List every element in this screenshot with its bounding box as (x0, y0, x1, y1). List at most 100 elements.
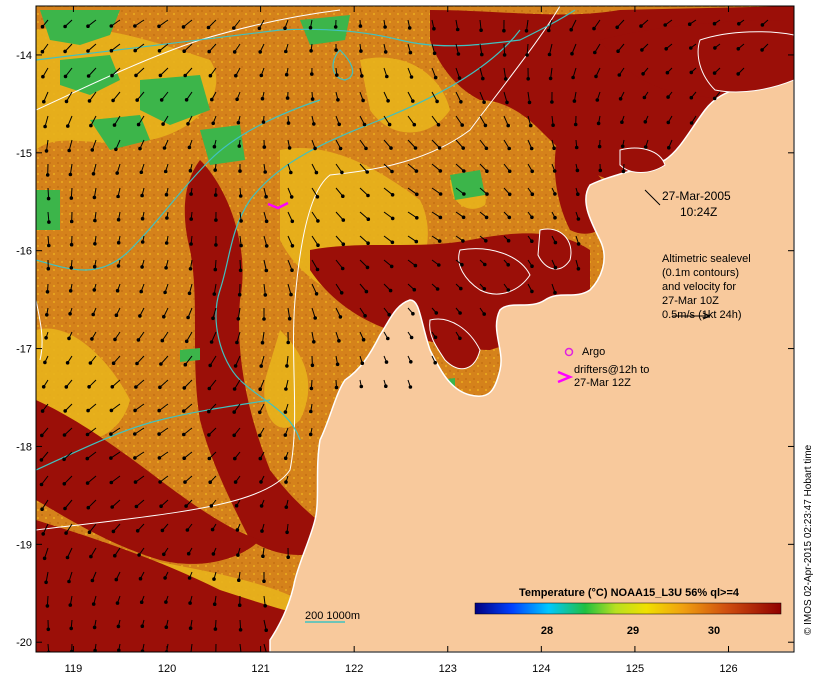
velocity-arrow (66, 91, 73, 102)
velocity-arrow-head (258, 50, 263, 54)
velocity-arrow-head (207, 433, 211, 437)
velocity-arrow (44, 547, 49, 559)
velocity-arrow-head (388, 288, 393, 293)
velocity-arrow-head (553, 192, 557, 196)
velocity-arrow (235, 355, 241, 367)
velocity-arrow-head (620, 144, 625, 149)
velocity-arrow-head (68, 172, 73, 177)
velocity-arrow-head (259, 480, 263, 484)
velocity-arrow-head (433, 360, 438, 365)
velocity-arrow-head (530, 289, 534, 294)
velocity-arrow-head (92, 625, 97, 630)
velocity-arrow-head (93, 648, 97, 652)
velocity-arrow-head (207, 409, 211, 414)
velocity-arrow-head (432, 26, 436, 31)
velocity-arrow-head (69, 266, 74, 270)
velocity-arrow-head (139, 170, 144, 175)
velocity-arrow-head (92, 264, 97, 269)
velocity-arrow-head (134, 73, 138, 78)
velocity-arrow-head (239, 243, 243, 248)
lat-tick-label: -18 (16, 441, 32, 453)
velocity-arrow-head (42, 99, 46, 104)
velocity-arrow-head (364, 146, 368, 151)
velocity-arrow-head (553, 240, 558, 245)
velocity-arrow-head (284, 49, 288, 54)
velocity-arrow-head (262, 317, 266, 321)
velocity-arrow-head (484, 215, 489, 220)
velocity-arrow-head (138, 146, 142, 151)
legend-tick-29: 29 (627, 625, 639, 637)
velocity-arrow-head (666, 95, 670, 99)
velocity-arrow-head (233, 456, 237, 461)
velocity-arrow (158, 403, 169, 412)
velocity-arrow-head (157, 49, 162, 53)
velocity-arrow-head (182, 432, 186, 437)
velocity-arrow-head (67, 148, 71, 153)
velocity-arrow-head (109, 432, 113, 436)
credit-text: © IMOS 02-Apr-2015 02:23:47 Hobart time (803, 444, 814, 635)
velocity-arrow-head (409, 335, 414, 340)
velocity-arrow-head (186, 551, 191, 556)
velocity-arrow-head (140, 649, 145, 652)
velocity-arrow-head (258, 456, 263, 461)
velocity-arrow (503, 43, 506, 55)
legend-title: Temperature (°C) NOAA15_L3U 56% ql>=4 (519, 587, 740, 599)
velocity-arrow-head (185, 528, 190, 532)
velocity-arrow-head (712, 96, 717, 101)
velocity-arrow-head (480, 52, 484, 57)
velocity-arrow-head (334, 48, 338, 52)
lon-tick-label: 124 (532, 663, 550, 675)
velocity-arrow-head (358, 24, 363, 28)
velocity-arrow-head (188, 168, 193, 173)
velocity-arrow (503, 91, 508, 103)
velocity-arrow-head (159, 362, 163, 366)
velocity-arrow-head (366, 217, 371, 221)
velocity-arrow-head (365, 170, 370, 174)
velocity-arrow-head (264, 219, 269, 224)
velocity-arrow-head (366, 241, 370, 245)
velocity-arrow-head (596, 121, 601, 126)
velocity-arrow-head (260, 340, 265, 345)
velocity-arrow-head (211, 121, 215, 126)
velocity-arrow-head (45, 173, 50, 177)
velocity-arrow-head (507, 215, 512, 220)
velocity-arrow-head (209, 340, 214, 344)
argo-legend: Argo (564, 346, 605, 358)
velocity-arrow-head (552, 146, 556, 150)
velocity-arrow-head (186, 315, 190, 320)
velocity-arrow-head (214, 243, 218, 247)
velocity-arrow-head (69, 219, 74, 224)
velocity-arrow-head (63, 24, 67, 29)
velocity-arrow (134, 19, 145, 27)
velocity-arrow-head (411, 311, 415, 316)
isobath-legend: 200 1000m (305, 610, 360, 623)
legend-tick-30: 30 (708, 625, 720, 637)
velocity-arrow-head (91, 172, 96, 176)
velocity-arrow-head (115, 288, 120, 293)
velocity-arrow (208, 379, 217, 389)
velocity-arrow-head (665, 70, 670, 75)
velocity-arrow-head (438, 192, 443, 196)
velocity-arrow-head (164, 625, 169, 630)
drifters-legend: drifters@12h to 27-Mar 12Z (557, 364, 649, 389)
velocity-arrow-head (232, 410, 236, 414)
velocity-arrow (335, 235, 344, 245)
velocity-arrow-head (183, 480, 187, 484)
velocity-arrow (111, 67, 121, 76)
velocity-arrow (134, 427, 145, 435)
velocity-arrow-head (235, 97, 239, 102)
velocity-arrow-head (236, 120, 241, 125)
velocity-arrow (159, 43, 169, 52)
lat-tick-label: -20 (16, 637, 32, 649)
velocity-arrow-head (308, 432, 313, 437)
velocity-arrow-head (286, 121, 291, 125)
velocity-arrow-head (259, 364, 264, 368)
velocity-arrow-head (642, 95, 647, 100)
velocity-arrow (183, 403, 193, 412)
velocity-arrow-head (68, 603, 73, 607)
velocity-arrow-head (462, 192, 466, 196)
velocity-arrow-head (183, 73, 187, 78)
argo-marker-icon (564, 347, 574, 357)
velocity-arrow-head (67, 336, 71, 341)
velocity-arrow (87, 499, 97, 509)
